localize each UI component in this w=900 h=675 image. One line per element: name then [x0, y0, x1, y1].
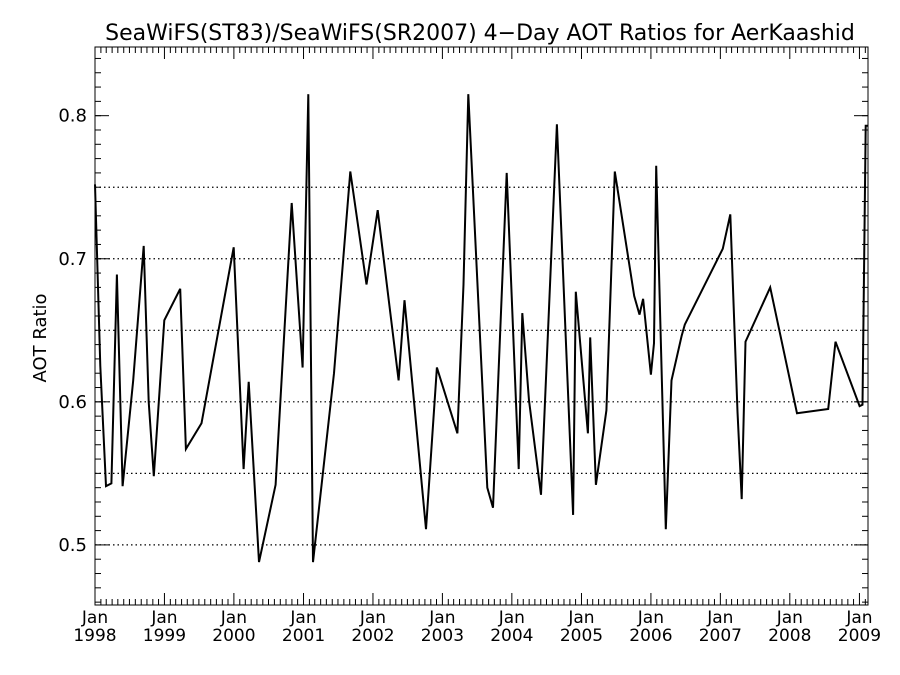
axis-ticks — [94, 47, 868, 605]
x-tick-month-label: Jan — [706, 608, 733, 628]
tick-labels: 0.50.60.70.8Jan1998Jan1999Jan2000Jan2001… — [58, 106, 881, 646]
grid-lines — [95, 186, 868, 546]
series-line — [94, 94, 868, 563]
x-tick-month-label: Jan — [567, 608, 594, 628]
y-tick-label: 0.7 — [58, 249, 87, 270]
x-tick-year-label: 1999 — [143, 626, 186, 646]
x-tick-month-label: Jan — [289, 608, 316, 628]
x-tick-month-label: Jan — [150, 608, 177, 628]
x-tick-year-label: 2008 — [768, 626, 811, 646]
x-tick-year-label: 1998 — [73, 626, 116, 646]
x-tick-month-label: Jan — [81, 608, 108, 628]
x-tick-month-label: Jan — [359, 608, 386, 628]
x-tick-month-label: Jan — [428, 608, 455, 628]
x-tick-year-label: 2000 — [212, 626, 255, 646]
plot-frame — [94, 46, 869, 606]
x-tick-month-label: Jan — [637, 608, 664, 628]
chart-title: SeaWiFS(ST83)/SeaWiFS(SR2007) 4−Day AOT … — [105, 21, 855, 46]
x-tick-year-label: 2007 — [699, 626, 742, 646]
x-tick-month-label: Jan — [845, 608, 872, 628]
x-tick-year-label: 2001 — [282, 626, 325, 646]
x-tick-year-label: 2009 — [838, 626, 881, 646]
x-tick-year-label: 2003 — [421, 626, 464, 646]
x-tick-year-label: 2006 — [629, 626, 672, 646]
x-tick-year-label: 2002 — [351, 626, 394, 646]
x-tick-month-label: Jan — [776, 608, 803, 628]
y-tick-label: 0.6 — [58, 392, 87, 413]
series-layer — [94, 94, 868, 563]
y-axis-label: AOT Ratio — [30, 293, 51, 382]
y-tick-label: 0.8 — [58, 106, 87, 127]
x-tick-month-label: Jan — [498, 608, 525, 628]
x-tick-year-label: 2004 — [490, 626, 533, 646]
x-tick-year-label: 2005 — [560, 626, 603, 646]
x-tick-month-label: Jan — [220, 608, 247, 628]
y-tick-label: 0.5 — [58, 535, 87, 556]
